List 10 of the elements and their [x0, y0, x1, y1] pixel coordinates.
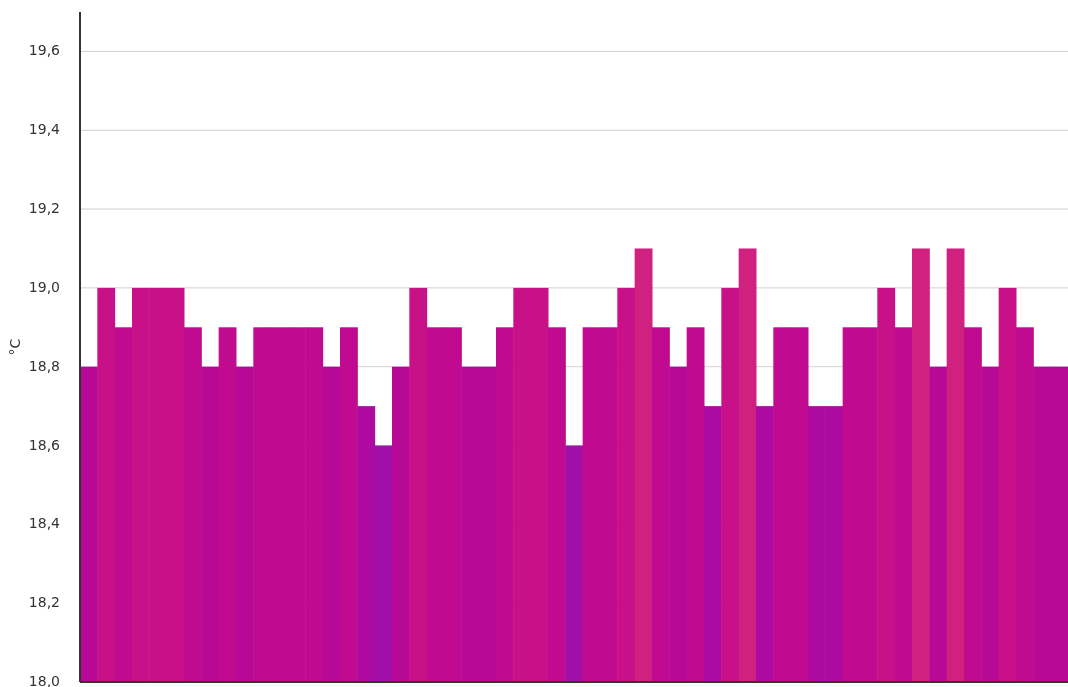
y-tick-label: 18,0 [28, 673, 60, 687]
y-axis-title: °C [7, 338, 23, 356]
y-tick-label: 18,8 [28, 357, 60, 374]
y-tick-label: 18,4 [28, 515, 61, 532]
y-tick-label: 19,6 [28, 42, 61, 59]
y-tick-label: 19,0 [28, 278, 60, 295]
y-tick-label: 19,2 [28, 200, 60, 217]
y-tick-label: 18,2 [28, 594, 60, 611]
y-tick-label: 18,6 [28, 436, 61, 453]
y-tick-label: 19,4 [28, 121, 61, 138]
